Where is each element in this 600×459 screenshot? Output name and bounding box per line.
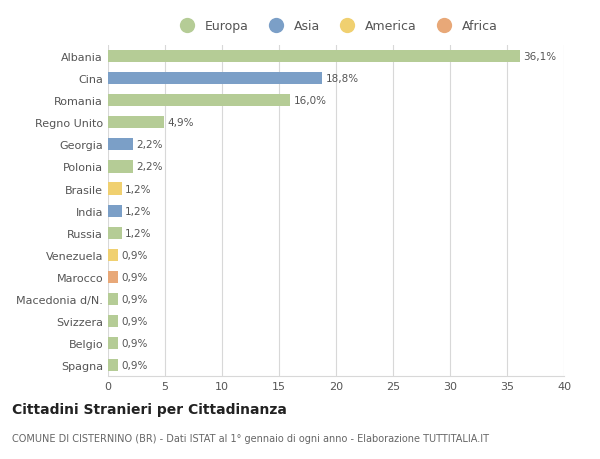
Bar — [108, 227, 122, 239]
Text: Cittadini Stranieri per Cittadinanza: Cittadini Stranieri per Cittadinanza — [12, 402, 287, 416]
Bar — [108, 337, 118, 349]
Bar — [108, 161, 133, 173]
Bar — [108, 183, 122, 195]
Text: 0,9%: 0,9% — [122, 360, 148, 370]
Text: 0,9%: 0,9% — [122, 294, 148, 304]
Text: 2,2%: 2,2% — [137, 162, 163, 172]
Bar — [108, 205, 122, 217]
Text: 2,2%: 2,2% — [137, 140, 163, 150]
Text: 0,9%: 0,9% — [122, 250, 148, 260]
Bar — [108, 293, 118, 305]
Text: 1,2%: 1,2% — [125, 184, 152, 194]
Text: 1,2%: 1,2% — [125, 206, 152, 216]
Legend: Europa, Asia, America, Africa: Europa, Asia, America, Africa — [175, 20, 497, 33]
Text: 0,9%: 0,9% — [122, 272, 148, 282]
Bar — [108, 73, 322, 85]
Text: 0,9%: 0,9% — [122, 316, 148, 326]
Text: 16,0%: 16,0% — [294, 96, 327, 106]
Bar — [108, 249, 118, 261]
Text: 18,8%: 18,8% — [326, 74, 359, 84]
Bar — [108, 271, 118, 283]
Text: COMUNE DI CISTERNINO (BR) - Dati ISTAT al 1° gennaio di ogni anno - Elaborazione: COMUNE DI CISTERNINO (BR) - Dati ISTAT a… — [12, 433, 489, 442]
Text: 36,1%: 36,1% — [523, 52, 556, 62]
Text: 1,2%: 1,2% — [125, 228, 152, 238]
Text: 4,9%: 4,9% — [167, 118, 194, 128]
Bar — [108, 139, 133, 151]
Bar — [108, 117, 164, 129]
Bar — [108, 95, 290, 107]
Text: 0,9%: 0,9% — [122, 338, 148, 348]
Bar — [108, 315, 118, 327]
Bar — [108, 359, 118, 371]
Bar — [108, 51, 520, 63]
